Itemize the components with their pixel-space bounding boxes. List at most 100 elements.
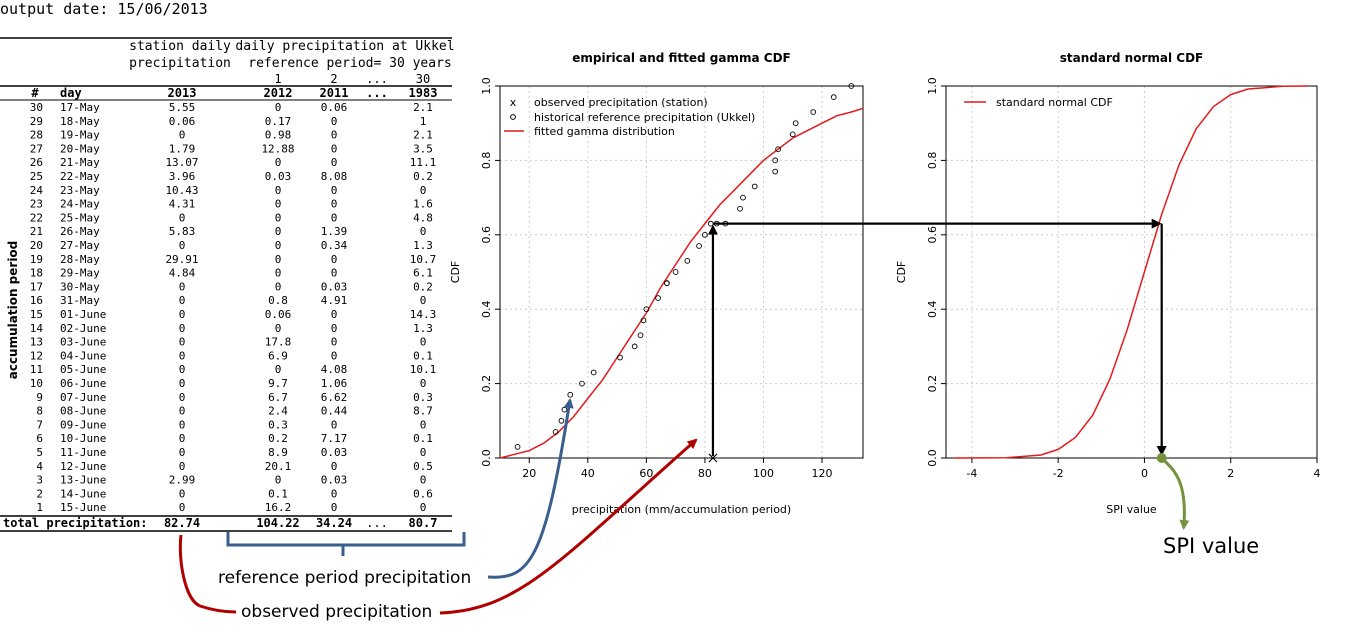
row-2012: 0 xyxy=(275,267,282,280)
col-year-header: ... xyxy=(366,86,388,100)
historical-point xyxy=(655,295,661,301)
table-row: 12 04-June 0 6.9 0 0.1 xyxy=(30,349,433,362)
output-date: output date: 15/06/2013 xyxy=(0,0,208,18)
row-num: 8 xyxy=(36,405,43,418)
row-2011: 0 xyxy=(331,253,338,266)
chart-1: 20 40 60 80 100 120 0.0 0.2 0.4 0.6 0.8 1.0 empirica… xyxy=(449,51,864,516)
row-day: 01-June xyxy=(60,308,106,321)
row-1983: 11.1 xyxy=(410,156,437,169)
row-day: 11-June xyxy=(60,446,106,459)
row-day: 28-May xyxy=(60,253,100,266)
row-num: 3 xyxy=(36,474,43,487)
row-2012: 0.03 xyxy=(265,170,292,183)
row-2011: 0 xyxy=(331,418,338,431)
row-2012: 0 xyxy=(275,322,282,335)
row-1983: 0.3 xyxy=(413,391,433,404)
row-num: 10 xyxy=(30,377,43,390)
row-2012: 0 xyxy=(275,253,282,266)
historical-point xyxy=(830,94,837,101)
historical-point xyxy=(567,391,574,398)
row-1983: 3.5 xyxy=(413,142,433,155)
table-row: 2 14-June 0 0.1 0 0.6 xyxy=(36,487,433,500)
col-num-header: # xyxy=(31,86,39,100)
table-row: 20 27-May 0 0 0.34 1.3 xyxy=(30,239,433,252)
row-2011: 0.34 xyxy=(321,239,348,252)
x-tick-label: 40 xyxy=(581,467,595,480)
row-station: 1.79 xyxy=(169,142,196,155)
row-2012: 0.98 xyxy=(265,129,292,142)
row-num: 2 xyxy=(36,487,43,500)
y-tick-label: 1.0 xyxy=(480,77,493,95)
spi-transfer-arrows: SPI value reference period precipitation o… xyxy=(178,218,1259,622)
row-2011: 0 xyxy=(331,115,338,128)
row-station: 0 xyxy=(179,501,186,514)
row-2011: 0 xyxy=(331,336,338,349)
row-1983: 0.1 xyxy=(413,432,433,445)
row-station: 0 xyxy=(179,405,186,418)
historical-point xyxy=(514,443,521,450)
row-num: 20 xyxy=(30,239,43,252)
row-day: 18-May xyxy=(60,115,100,128)
row-day: 25-May xyxy=(60,211,100,224)
row-2012: 0.1 xyxy=(268,487,288,500)
row-station: 29.91 xyxy=(165,253,198,266)
col-day-header: day xyxy=(60,86,82,100)
reference-bracket xyxy=(226,532,466,556)
row-num: 9 xyxy=(36,391,43,404)
y-axis-label: CDF xyxy=(449,261,462,283)
total-2011: 34.24 xyxy=(316,516,352,530)
spi-arrow xyxy=(1160,456,1190,530)
table-row: 4 12-June 0 20.1 0 0.5 xyxy=(36,460,433,473)
y-tick-label: 1.0 xyxy=(926,77,939,95)
row-station: 0 xyxy=(179,211,186,224)
table-row: 7 09-June 0 0.3 0 0 xyxy=(36,418,426,431)
row-1983: 0 xyxy=(420,377,427,390)
row-num: 6 xyxy=(36,432,43,445)
row-2012: 0 xyxy=(275,474,282,487)
x-tick-label: 100 xyxy=(753,467,774,480)
row-day: 04-June xyxy=(60,349,106,362)
row-station: 0 xyxy=(179,129,186,142)
row-1983: 14.3 xyxy=(410,308,437,321)
index-label: 1 xyxy=(274,72,281,86)
x-tick-label: 2 xyxy=(1227,467,1234,480)
row-station: 3.96 xyxy=(169,170,196,183)
row-1983: 0 xyxy=(420,184,427,197)
row-day: 09-June xyxy=(60,418,106,431)
table-row: 19 28-May 29.91 0 0 10.7 xyxy=(30,253,437,266)
table-row: 21 26-May 5.83 0 1.39 0 xyxy=(30,225,427,238)
legend-normal: standard normal CDF xyxy=(964,96,1113,109)
row-2012: 0 xyxy=(275,225,282,238)
table-row: 8 08-June 0 2.4 0.44 8.7 xyxy=(36,405,433,418)
row-station: 0.06 xyxy=(169,115,196,128)
table-row: 9 07-June 0 6.7 6.62 0.3 xyxy=(36,391,433,404)
row-2011: 0.03 xyxy=(321,280,348,293)
row-num: 1 xyxy=(36,501,43,514)
row-num: 12 xyxy=(30,349,43,362)
chart-2: -4 -2 0 2 4 0.0 0.2 0.4 0.6 0.8 1.0 standard normal… xyxy=(895,51,1321,516)
table-row: 15 01-June 0 0.06 0 14.3 xyxy=(30,308,437,321)
row-1983: 0 xyxy=(420,418,427,431)
x-tick-label: 60 xyxy=(639,467,653,480)
row-num: 7 xyxy=(36,418,43,431)
row-2011: 0 xyxy=(331,460,338,473)
historical-point xyxy=(579,380,585,387)
row-num: 18 xyxy=(30,267,43,280)
row-2012: 0 xyxy=(275,101,282,114)
row-station: 13.07 xyxy=(165,156,198,169)
historical-point xyxy=(740,194,746,201)
row-station: 5.55 xyxy=(169,101,196,114)
row-1983: 0 xyxy=(420,336,427,349)
row-2011: 1.39 xyxy=(321,225,348,238)
row-2012: 0 xyxy=(275,239,282,252)
historical-point xyxy=(789,131,796,138)
legend-gamma: x observed precipitation (station) histori… xyxy=(504,96,755,138)
total-station: 82.74 xyxy=(164,516,200,530)
table-row: 22 25-May 0 0 0 4.8 xyxy=(30,211,433,224)
row-station: 0 xyxy=(179,280,186,293)
row-2011: 4.08 xyxy=(321,363,348,376)
observed-label: observed precipitation xyxy=(241,602,432,622)
row-1983: 1.3 xyxy=(413,322,433,335)
row-station: 4.31 xyxy=(169,198,196,211)
y-tick-label: 0.2 xyxy=(480,375,493,393)
